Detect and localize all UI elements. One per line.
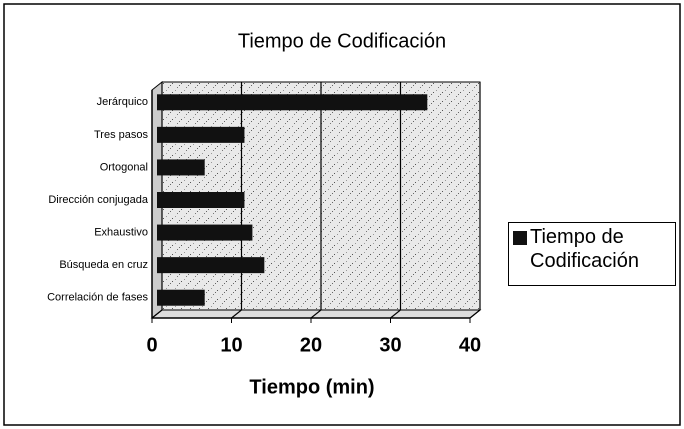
y-tick-label: Ortogonal <box>100 161 148 173</box>
y-tick-label: Búsqueda en cruz <box>59 259 148 271</box>
bar <box>157 257 265 274</box>
grid-line <box>310 82 322 319</box>
legend-label: Tiempo de Codificación <box>530 226 639 272</box>
bar <box>157 192 245 208</box>
legend-swatch <box>513 231 527 245</box>
y-tick-label: Dirección conjugada <box>48 194 149 206</box>
bar <box>157 224 253 241</box>
x-tick-label: 20 <box>300 334 322 356</box>
grid-line <box>151 82 163 319</box>
bar <box>157 126 245 143</box>
y-tick-label: Exhaustivo <box>94 226 148 238</box>
bar <box>157 94 428 111</box>
x-tick-label: 10 <box>220 334 242 356</box>
grid-line <box>390 82 402 319</box>
grid-line <box>469 82 481 319</box>
y-tick-label: Tres pasos <box>94 129 149 141</box>
x-axis-label: Tiempo (min) <box>249 376 374 398</box>
bar <box>157 159 205 176</box>
y-tick-label: Jerárquico <box>97 96 148 108</box>
y-tick-label: Correlación de fases <box>47 292 148 304</box>
bar <box>157 289 205 306</box>
grid-line <box>231 82 243 319</box>
x-tick-label: 0 <box>146 334 157 356</box>
x-tick-label: 30 <box>379 334 401 356</box>
x-tick-label: 40 <box>459 334 481 356</box>
chart-title: Tiempo de Codificación <box>238 30 446 52</box>
legend: Tiempo de Codificación <box>508 222 676 286</box>
